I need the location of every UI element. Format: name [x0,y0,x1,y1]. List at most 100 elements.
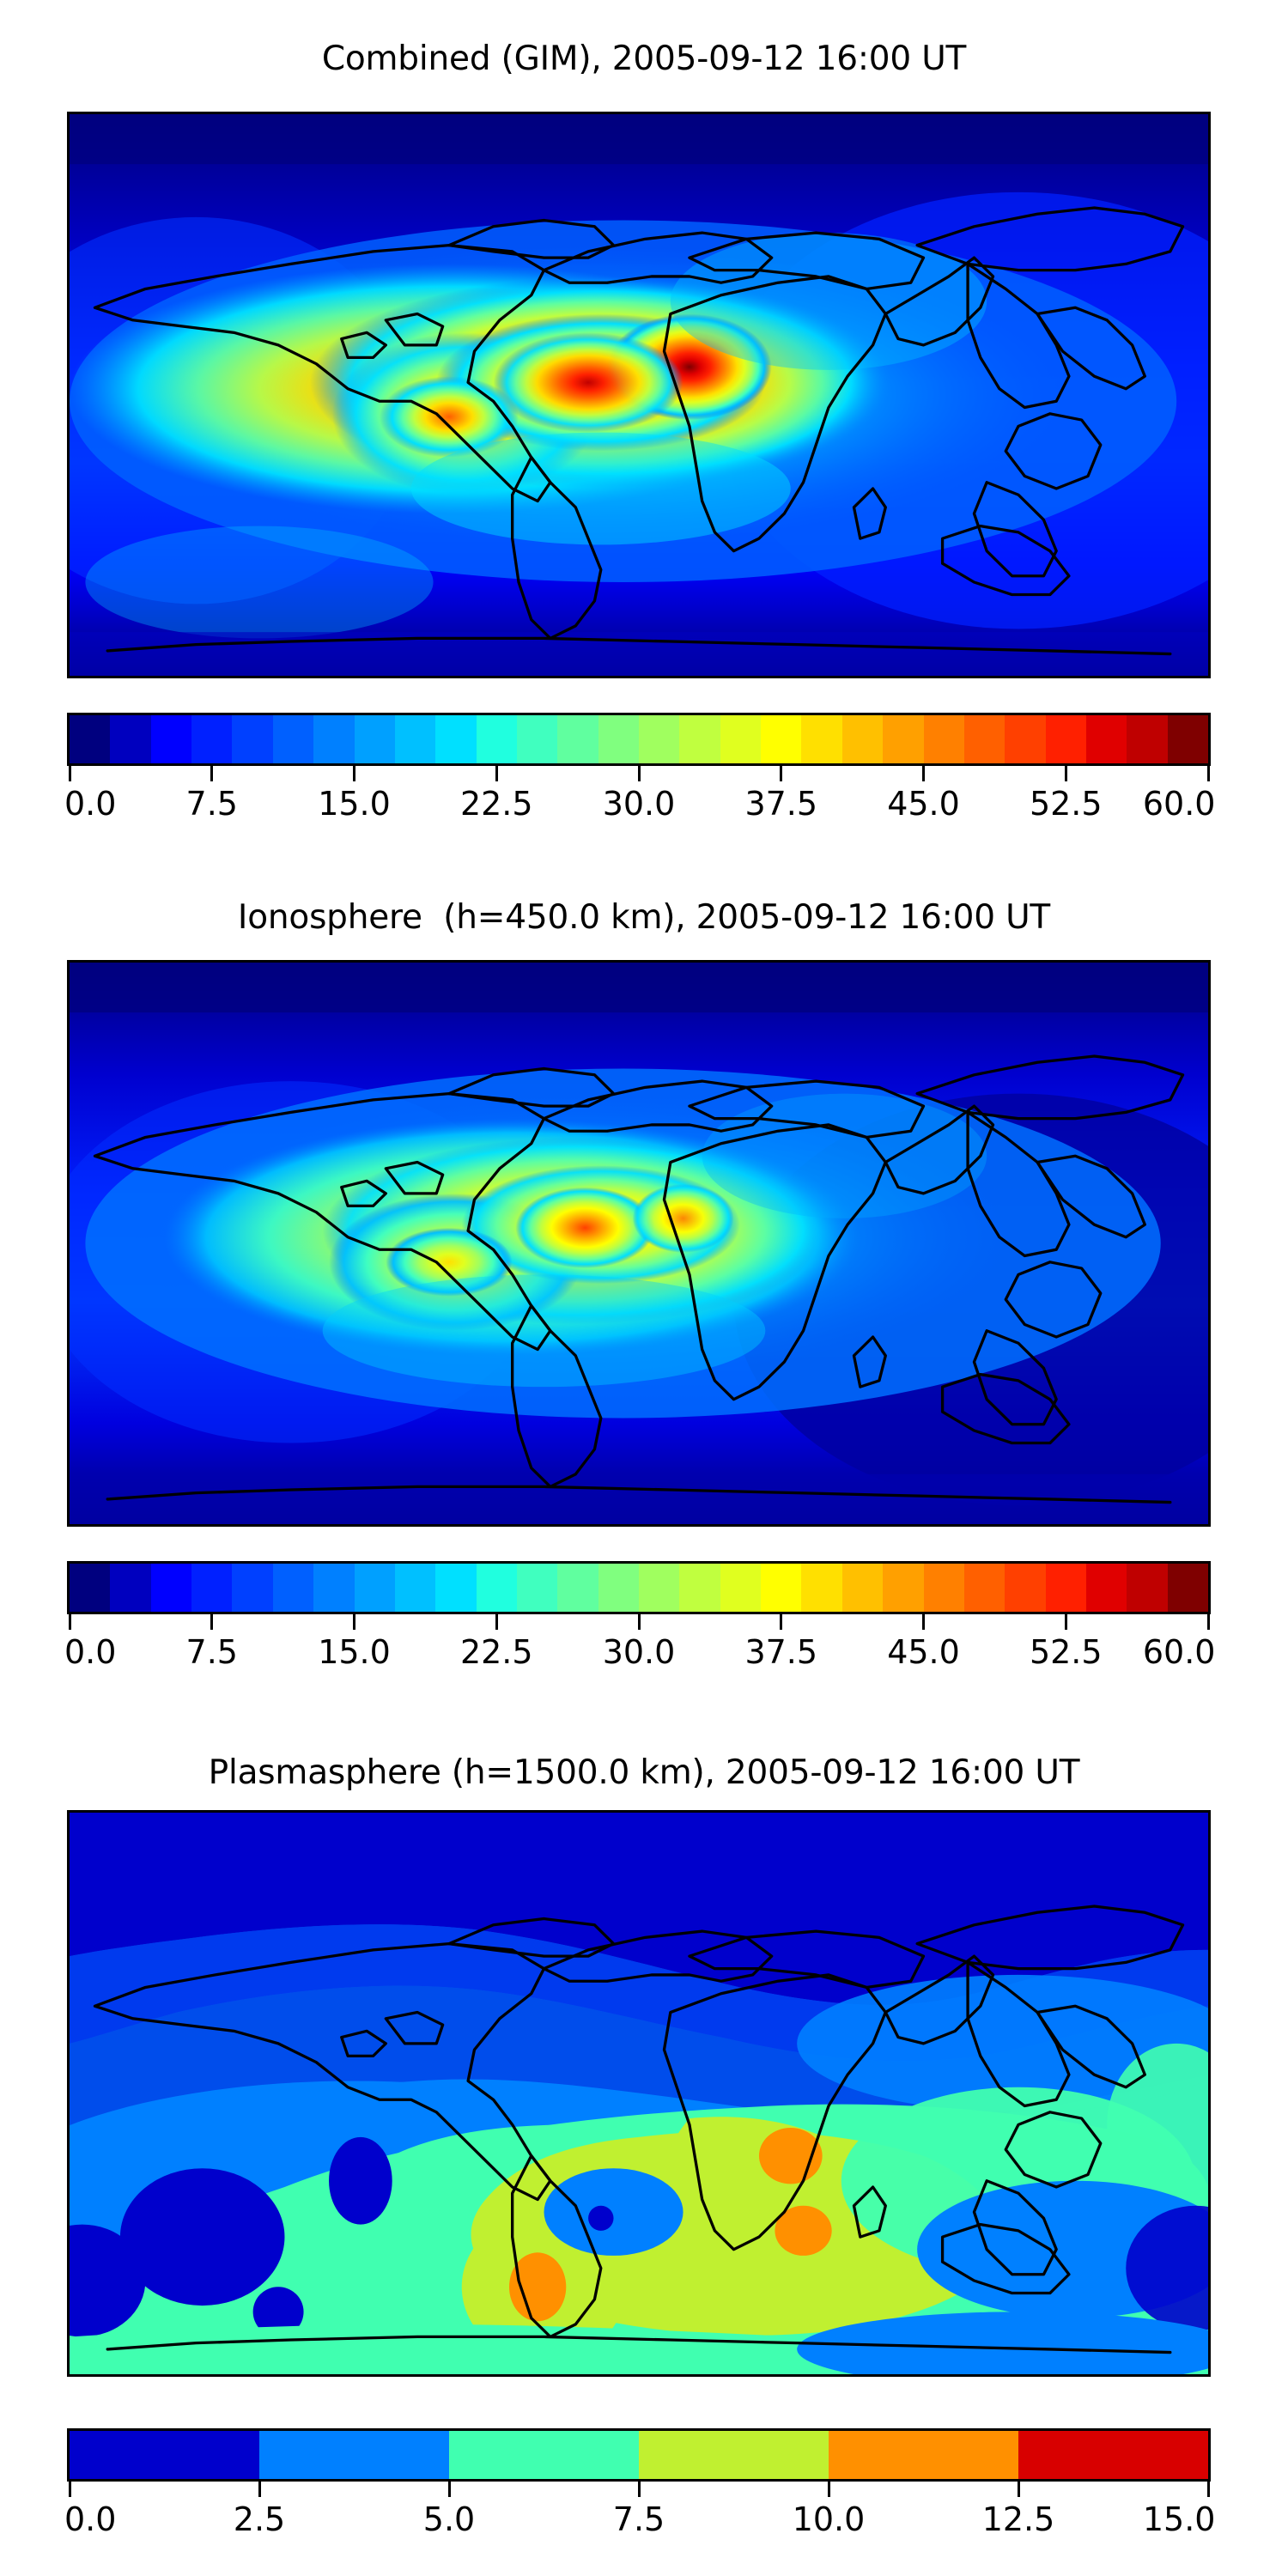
colorbar-tick [637,2482,641,2497]
colorbar-swatch [476,1564,517,1612]
colorbar-tick [210,1614,214,1630]
colorbar-swatch [272,715,314,763]
colorbar-tick-label: 60.0 [1142,785,1216,823]
colorbar-swatch [883,715,924,763]
colorbar-tick-label: 60.0 [1142,1633,1216,1671]
colorbar-plasmasphere: 0.0 2.5 5.0 7.5 10.0 12.5 15.0 [64,2428,1216,2540]
colorbar-tick [637,766,641,781]
colorbar-swatch [1045,715,1086,763]
colorbar-swatch [963,1564,1005,1612]
colorbar-swatch [883,1564,924,1612]
colorbar-tick [447,2482,451,2497]
colorbar-swatch [70,1564,111,1612]
colorbar-swatch [1127,1564,1168,1612]
colorbar-tick-label: 7.5 [185,785,238,823]
colorbar-tick-label: 52.5 [1029,1633,1103,1671]
colorbar-tick [210,766,214,781]
colorbar-swatch [435,1564,477,1612]
colorbar-tick-label: 0.0 [64,2500,117,2538]
colorbar-swatch [761,715,802,763]
colorbar-tick [353,1614,355,1630]
colorbar-swatch [516,715,558,763]
colorbar-tick-label: 52.5 [1029,785,1103,823]
colorbar-swatch [70,715,111,763]
colorbar-tick-label: 0.0 [64,1633,117,1671]
colorbar-tick [495,1614,498,1630]
colorbar-strip-ionosphere [67,1561,1211,1614]
colorbar-swatch [435,715,477,763]
colorbar-tick-label: 30.0 [602,1633,676,1671]
colorbar-tick-label: 10.0 [792,2500,866,2538]
colorbar-swatch [679,1564,720,1612]
colorbar-swatch [679,715,720,763]
colorbar-tick [495,766,498,781]
colorbar-tick [68,766,71,781]
contour-field-combined [70,114,1208,676]
colorbar-ticks-combined [67,766,1211,783]
colorbar-tick-label: 45.0 [887,785,960,823]
colorbar-ticks-plasmasphere [67,2482,1211,2499]
colorbar-tick [1064,1614,1067,1630]
colorbar-swatch [1045,1564,1086,1612]
map-plasmasphere[interactable] [67,1810,1211,2377]
colorbar-swatch [476,715,517,763]
colorbar-swatch [639,2431,829,2479]
contour-field-ionosphere [70,963,1208,1524]
colorbar-swatch [313,1564,355,1612]
colorbar-swatch [963,715,1005,763]
colorbar-swatch [110,1564,151,1612]
colorbar-tick-label: 7.5 [612,2500,665,2538]
colorbar-swatch [1127,715,1168,763]
colorbar-swatch [1085,1564,1127,1612]
colorbar-combined: 0.0 7.5 15.0 22.5 30.0 37.5 45.0 52.5 60.0 [64,713,1215,824]
colorbar-tick [1206,2482,1210,2497]
map-combined-gim[interactable] [67,112,1211,678]
colorbar-swatch [557,1564,598,1612]
colorbar-swatch [720,715,762,763]
colorbar-tick [1017,2482,1020,2497]
colorbar-tick-label: 15.0 [318,785,391,823]
colorbar-tick [637,1614,641,1630]
colorbar-tick-label: 45.0 [887,1633,960,1671]
colorbar-swatch [557,715,598,763]
map-canvas-ionosphere [70,963,1208,1524]
colorbar-swatch [801,1564,842,1612]
colorbar-tick-label: 15.0 [318,1633,391,1671]
panel-combined-gim: Combined (GIM), 2005-09-12 16:00 UT [0,0,1288,824]
colorbar-labels-plasmasphere: 0.0 2.5 5.0 7.5 10.0 12.5 15.0 [64,2499,1216,2540]
colorbar-tick [353,766,355,781]
colorbar-swatch [70,2431,259,2479]
colorbar-ticks-ionosphere [67,1614,1211,1631]
colorbar-swatch [272,1564,314,1612]
colorbar-tick [922,766,925,781]
colorbar-tick-label: 22.5 [459,785,533,823]
colorbar-tick [68,1614,71,1630]
colorbar-swatch [516,1564,558,1612]
colorbar-swatch [923,715,964,763]
colorbar-tick [780,766,783,781]
colorbar-swatch [639,1564,680,1612]
colorbar-tick [922,1614,925,1630]
colorbar-swatch [801,715,842,763]
colorbar-tick-label: 30.0 [602,785,676,823]
colorbar-swatch [1005,715,1046,763]
panel-plasmasphere: Plasmasphere (h=1500.0 km), 2005-09-12 1… [0,1709,1288,2576]
colorbar-swatch [1167,1564,1209,1612]
colorbar-tick [68,2482,71,2497]
colorbar-swatch [598,1564,640,1612]
colorbar-swatch [150,715,192,763]
colorbar-labels-ionosphere: 0.0 7.5 15.0 22.5 30.0 37.5 45.0 52.5 60.0 [64,1631,1216,1673]
colorbar-tick-label: 37.5 [744,1633,818,1671]
colorbar-swatch [232,1564,273,1612]
map-ionosphere[interactable] [67,960,1211,1527]
colorbar-swatch [1018,2431,1208,2479]
panel-ionosphere: Ionosphere (h=450.0 km), 2005-09-12 16:0… [0,850,1288,1674]
map-canvas-combined [70,114,1208,676]
colorbar-tick-label: 15.0 [1142,2500,1216,2538]
panel-title-ionosphere: Ionosphere (h=450.0 km), 2005-09-12 16:0… [237,898,1051,937]
panel-title-plasmasphere: Plasmasphere (h=1500.0 km), 2005-09-12 1… [208,1753,1080,1792]
colorbar-tick-label: 12.5 [981,2500,1055,2538]
colorbar-tick-label: 7.5 [185,1633,238,1671]
colorbar-swatch [354,1564,395,1612]
colorbar-swatch [1085,715,1127,763]
